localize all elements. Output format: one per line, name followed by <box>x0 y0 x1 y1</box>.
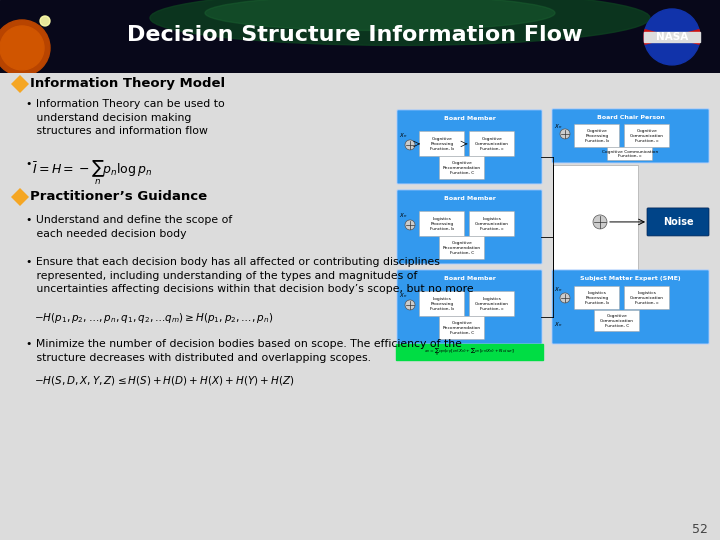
Wedge shape <box>672 30 700 44</box>
Text: $X_n$: $X_n$ <box>554 123 562 131</box>
Circle shape <box>0 26 44 70</box>
FancyBboxPatch shape <box>397 190 542 264</box>
Text: • Information Theory can be used to
   understand decision making
   structures : • Information Theory can be used to unde… <box>26 99 225 136</box>
Text: $-H(S, D, X, Y, Z) \leq H(S) + H(D) + H(X) + H(Y) + H(Z)$: $-H(S, D, X, Y, Z) \leq H(S) + H(D) + H(… <box>34 374 294 387</box>
FancyBboxPatch shape <box>469 131 515 157</box>
Bar <box>396 344 543 360</box>
Text: Practitioner’s Guidance: Practitioner’s Guidance <box>30 191 207 204</box>
FancyBboxPatch shape <box>469 212 515 237</box>
Circle shape <box>405 300 415 310</box>
FancyBboxPatch shape <box>439 316 485 340</box>
Text: NASA: NASA <box>656 32 688 42</box>
Text: Cognitive Communication
Function, c: Cognitive Communication Function, c <box>602 150 658 158</box>
Ellipse shape <box>205 0 555 30</box>
FancyBboxPatch shape <box>552 109 709 163</box>
FancyBboxPatch shape <box>420 292 464 316</box>
FancyBboxPatch shape <box>469 292 515 316</box>
Circle shape <box>405 140 415 150</box>
Circle shape <box>593 215 607 229</box>
Circle shape <box>560 129 570 139</box>
Text: $X_n$: $X_n$ <box>399 131 408 140</box>
Circle shape <box>405 220 415 230</box>
Circle shape <box>40 16 50 26</box>
FancyBboxPatch shape <box>608 147 652 160</box>
Circle shape <box>560 293 570 303</box>
Text: Cognitive
Processing
Function, b: Cognitive Processing Function, b <box>430 137 454 151</box>
FancyBboxPatch shape <box>575 286 619 309</box>
Text: Information Theory Model: Information Theory Model <box>30 77 225 90</box>
Text: Subject Matter Expert (SME): Subject Matter Expert (SME) <box>580 276 681 281</box>
Text: $X_n$: $X_n$ <box>554 286 562 294</box>
Text: Cognitive
Processing
Function, b: Cognitive Processing Function, b <box>585 129 609 143</box>
Text: Logistics
Processing
Function, b: Logistics Processing Function, b <box>430 298 454 310</box>
Text: $\bar{I} = H = -\sum_n p_n \log p_n$: $\bar{I} = H = -\sum_n p_n \log p_n$ <box>32 159 153 187</box>
Text: • Minimize the number of decision bodies based on scope. The efficiency of the
 : • Minimize the number of decision bodies… <box>26 339 462 362</box>
Text: Logistics
Communication
Function, c: Logistics Communication Function, c <box>630 292 664 305</box>
Text: $x_n=\sum_n c_{pn}|c_p[c_n(X_n)+\sum c_n[c_n(X_n)+Noise]|$: $x_n=\sum_n c_{pn}|c_p[c_n(X_n)+\sum c_n… <box>423 346 516 357</box>
Text: Board Chair Person: Board Chair Person <box>597 115 665 120</box>
FancyBboxPatch shape <box>397 110 542 184</box>
Text: $X_n$: $X_n$ <box>399 292 408 300</box>
FancyBboxPatch shape <box>420 131 464 157</box>
Circle shape <box>0 20 50 76</box>
Text: Cognitive
Recommendation
Function, C: Cognitive Recommendation Function, C <box>443 241 481 254</box>
FancyBboxPatch shape <box>624 286 670 309</box>
FancyBboxPatch shape <box>575 124 619 147</box>
Text: Board Member: Board Member <box>444 196 495 201</box>
Text: $-H(p_1, p_2, \ldots, p_n, q_1, q_2, \ldots q_m) \geq H(p_1, p_2, \ldots, p_n)$: $-H(p_1, p_2, \ldots, p_n, q_1, q_2, \ld… <box>34 311 274 325</box>
Text: • Understand and define the scope of
   each needed decision body: • Understand and define the scope of eac… <box>26 215 233 239</box>
FancyBboxPatch shape <box>439 157 485 179</box>
Text: Board Member: Board Member <box>444 116 495 121</box>
Text: Cognitive
Communication
Function, c: Cognitive Communication Function, c <box>475 137 509 151</box>
Text: • Ensure that each decision body has all affected or contributing disciplines
  : • Ensure that each decision body has all… <box>26 257 474 294</box>
Text: Cognitive
Recommendation
Function, C: Cognitive Recommendation Function, C <box>443 161 481 174</box>
Wedge shape <box>644 30 672 44</box>
Bar <box>644 32 700 42</box>
Text: Decision Structure Information Flow: Decision Structure Information Flow <box>127 25 582 45</box>
Text: $X_n$: $X_n$ <box>399 212 408 220</box>
Ellipse shape <box>150 0 650 45</box>
Text: Logistics
Processing
Function, b: Logistics Processing Function, b <box>430 217 454 231</box>
Text: Logistics
Communication
Function, c: Logistics Communication Function, c <box>475 298 509 310</box>
Text: Logistics
Processing
Function, b: Logistics Processing Function, b <box>585 292 609 305</box>
Text: Cognitive
Communication
Function, C: Cognitive Communication Function, C <box>600 314 634 328</box>
Text: •: • <box>26 159 36 169</box>
Text: 52: 52 <box>692 523 708 536</box>
FancyBboxPatch shape <box>595 310 639 332</box>
Bar <box>553 165 638 270</box>
FancyBboxPatch shape <box>647 208 709 236</box>
FancyBboxPatch shape <box>439 237 485 259</box>
Circle shape <box>644 9 700 65</box>
Text: Cognitive
Recommendation
Function, C: Cognitive Recommendation Function, C <box>443 321 481 335</box>
Text: Logistics
Communication
Function, c: Logistics Communication Function, c <box>475 217 509 231</box>
FancyBboxPatch shape <box>624 124 670 147</box>
FancyBboxPatch shape <box>552 270 709 344</box>
Text: Board Member: Board Member <box>444 276 495 281</box>
Text: $X_n$: $X_n$ <box>554 321 562 329</box>
FancyBboxPatch shape <box>420 212 464 237</box>
Text: Cognitive
Communication
Function, c: Cognitive Communication Function, c <box>630 129 664 143</box>
FancyBboxPatch shape <box>397 270 542 344</box>
Text: Noise: Noise <box>662 217 693 227</box>
